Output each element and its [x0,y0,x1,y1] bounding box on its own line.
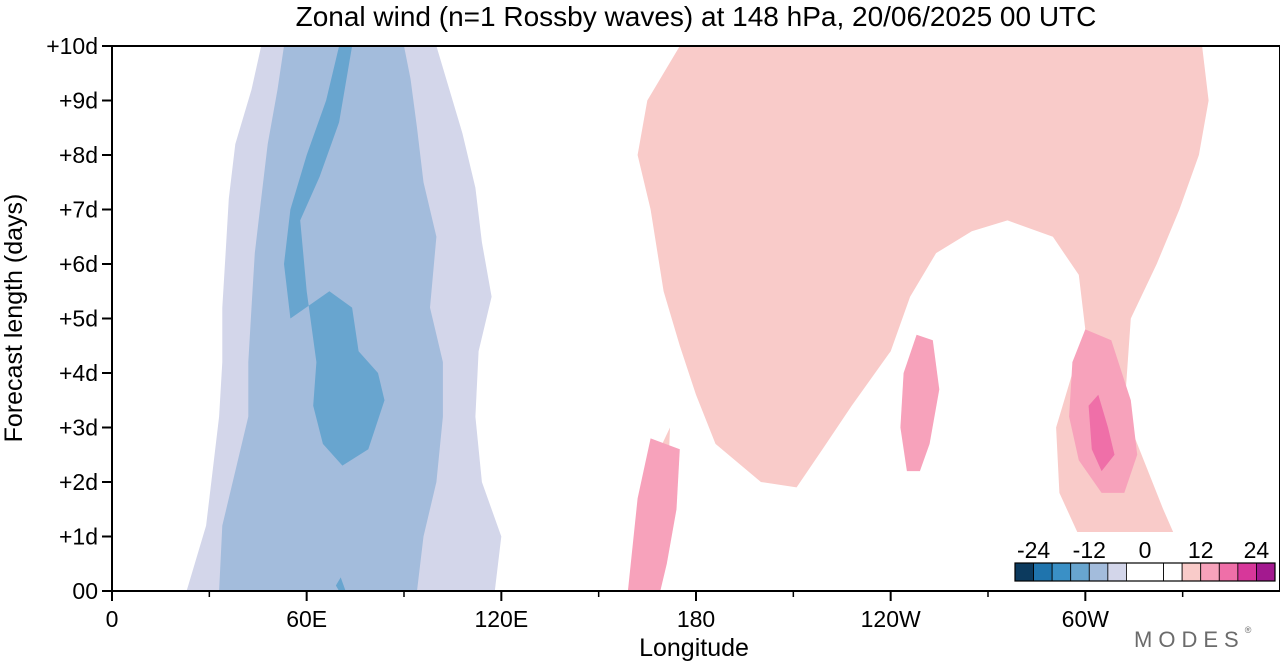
y-tick-label: +7d [59,197,98,223]
colorbar-swatch [1033,562,1053,582]
colorbar-swatch [1088,562,1109,582]
contour-band--16-0 [284,46,385,466]
y-tick-label: +10d [46,33,98,59]
y-tick-label: +1d [59,524,98,550]
colorbar-swatch [1126,562,1164,582]
colorbar-swatch [1163,562,1183,582]
colorbar-swatch [1237,562,1257,582]
y-tick-label: +8d [59,142,98,168]
colorbar-frame [1014,562,1276,582]
colorbar: -24 -12 0 12 24 [1004,532,1280,591]
x-tick-label: 0 [106,606,119,632]
brand-name: MODES [1134,627,1245,652]
chart-title: Zonal wind (n=1 Rossby waves) at 148 hPa… [296,1,1097,32]
y-tick-label: +9d [59,88,98,114]
contour-band-4-2 [112,269,155,384]
y-tick-label: 00 [72,578,98,604]
contour-band--16-1 [335,577,346,591]
colorbar-label: 12 [1188,537,1214,563]
x-tick-label: 60W [1062,606,1110,632]
contour-band-16-0 [1088,394,1115,472]
y-tick-label: +3d [59,415,98,441]
colorbar-swatch [1014,562,1034,582]
y-axis-label: Forecast length (days) [0,194,28,443]
brand-mark: ® [1244,625,1252,635]
x-tick-label: 180 [677,606,715,632]
brand-logo: MODES® [1134,625,1251,653]
contour-layer [112,46,1280,591]
colorbar-swatch [1200,562,1220,582]
y-tick-label: +2d [59,469,98,495]
x-tick-label: 120E [474,606,528,632]
colorbar-swatch [1070,562,1090,582]
x-tick-label: 120W [861,606,921,632]
colorbar-label: 0 [1139,537,1152,563]
x-tick-label: 60E [286,606,327,632]
colorbar-swatch [1051,562,1072,582]
colorbar-swatch [1107,562,1127,582]
colorbar-label: 24 [1244,537,1270,563]
colorbar-swatch [1181,562,1202,582]
contour-band-12-1 [900,334,940,472]
y-tick-label: +4d [59,360,98,386]
colorbar-swatch [1218,562,1239,582]
colorbar-label: -24 [1017,537,1050,563]
x-axis-label: Longitude [639,634,749,662]
contour-band-8-0 [637,46,1209,591]
colorbar-label: -12 [1073,537,1106,563]
axes: 0 60E 120E 180 120W 60W 00 +1d +2d +3d +4d +5d +6d +7… [46,33,1184,632]
y-tick-label: +6d [59,251,98,277]
y-tick-label: +5d [59,306,98,332]
colorbar-swatch [1256,562,1276,582]
contour-band-12-0 [627,438,680,591]
